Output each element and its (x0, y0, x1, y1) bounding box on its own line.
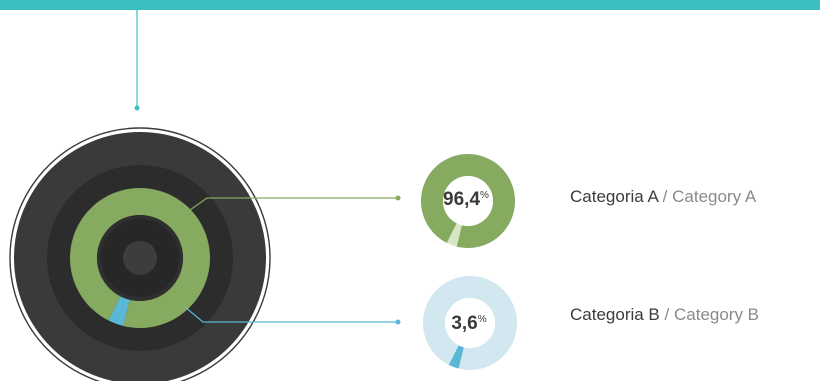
connector-line-category-a (189, 197, 396, 211)
legend-label-en-category-b: Category B (673, 305, 760, 324)
legend-separator: / (662, 187, 668, 206)
legend-label-pt-category-a: Categoria A (570, 187, 658, 206)
donut-b-value-slice (448, 345, 464, 369)
connector-dot-category-b (395, 319, 401, 325)
connector-dot-category-a (395, 195, 401, 201)
top-accent-bar (0, 0, 820, 10)
legend-separator: / (664, 305, 670, 324)
main-donut (70, 188, 211, 329)
donut-a-value-slice (420, 153, 515, 248)
donut-category-b (422, 275, 517, 370)
legend-label-pt-category-b: Categoria B (570, 305, 660, 324)
donut-b-center (445, 298, 495, 348)
value-label-category-a: 96,4% (443, 189, 489, 210)
legend-category-b: Categoria B / Category B (570, 305, 759, 325)
donut-b-remainder (422, 275, 517, 370)
connector-line-category-b (184, 306, 396, 323)
main-donut-slice-category-a (70, 188, 211, 329)
donut-a-center (443, 176, 493, 226)
donut-category-a (420, 153, 515, 248)
legend-label-en-category-a: Category A (672, 187, 757, 206)
donut-a-remainder (446, 223, 462, 247)
legend-category-a: Categoria A / Category A (570, 187, 756, 207)
top-connector-dot (134, 105, 140, 111)
value-label-category-b: 3,6% (451, 313, 486, 334)
disc-outer-ring (9, 127, 271, 381)
disc-center-cap (123, 241, 157, 275)
main-donut-slice-category-b (108, 296, 130, 326)
